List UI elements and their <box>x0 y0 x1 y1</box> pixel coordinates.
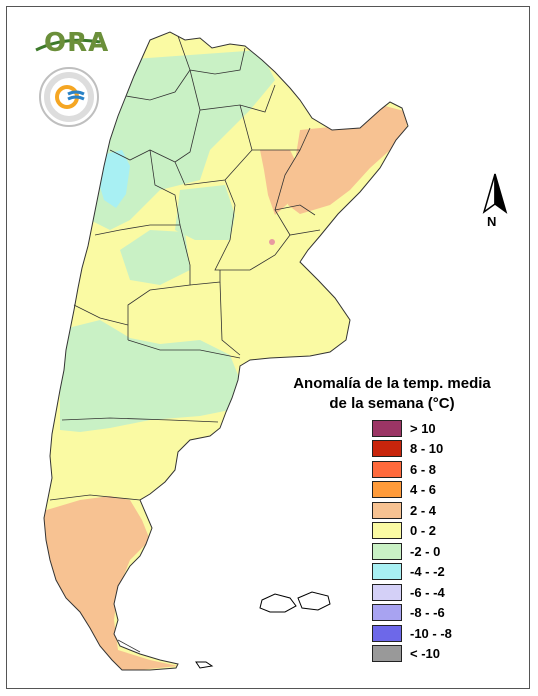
legend-item: -6 - -4 <box>372 582 452 603</box>
legend-item: 4 - 6 <box>372 480 452 501</box>
legend-item: -8 - -6 <box>372 603 452 624</box>
legend-swatch <box>372 522 402 540</box>
legend-label: -2 - 0 <box>410 543 441 559</box>
legend-swatch <box>372 563 402 581</box>
legend-item: 8 - 10 <box>372 439 452 460</box>
legend-swatch <box>372 583 402 601</box>
legend-swatch <box>372 542 402 560</box>
legend-item: -10 - -8 <box>372 623 452 644</box>
legend-label: 6 - 8 <box>410 461 437 477</box>
zone-cool-cuyo <box>120 230 190 285</box>
legend-label: -4 - -2 <box>410 564 445 580</box>
legend-items: > 10 8 - 10 6 - 8 4 - 6 2 - 4 0 - 2 -2 - 0 -4 -… <box>372 418 452 664</box>
isla-estados <box>195 661 214 669</box>
legend-label: 2 - 4 <box>410 502 437 518</box>
zone-warm-ne <box>288 106 408 214</box>
legend-swatch <box>372 481 402 499</box>
province-borders <box>43 31 409 671</box>
zone-cool-center <box>175 185 235 240</box>
legend-item: 6 - 8 <box>372 459 452 480</box>
north-label: N <box>487 214 497 229</box>
legend-swatch <box>372 645 402 663</box>
legend-item: > 10 <box>372 418 452 439</box>
legend-item: < -10 <box>372 644 452 665</box>
legend-label: > 10 <box>410 420 436 436</box>
legend-label: -6 - -4 <box>410 584 445 600</box>
legend-title-line2: de la semana (°C) <box>329 395 455 412</box>
legend-swatch <box>372 460 402 478</box>
legend-label: -8 - -6 <box>410 605 445 621</box>
legend-item: -4 - -2 <box>372 562 452 583</box>
legend-item: 0 - 2 <box>372 521 452 542</box>
legend-swatch <box>372 624 402 642</box>
legend-swatch <box>372 604 402 622</box>
legend: Anomalía de la temp. media de la semana … <box>292 374 492 663</box>
legend-label: 8 - 10 <box>410 441 444 457</box>
legend-swatch <box>372 501 402 519</box>
legend-swatch <box>372 440 402 458</box>
legend-item: -2 - 0 <box>372 541 452 562</box>
ora-swoosh-icon <box>35 38 101 52</box>
zone-warm-south <box>44 496 178 670</box>
ora-logo: ORA <box>44 28 110 58</box>
smn-seal-icon <box>39 67 99 127</box>
legend-item: 2 - 4 <box>372 500 452 521</box>
zone-hot-spot <box>269 239 275 245</box>
legend-label: 4 - 6 <box>410 482 437 498</box>
north-arrow-icon <box>482 173 508 214</box>
legend-label: 0 - 2 <box>410 523 437 539</box>
malvinas-islands <box>259 591 331 613</box>
legend-title-line1: Anomalía de la temp. media <box>293 375 491 392</box>
legend-label: -10 - -8 <box>410 625 452 641</box>
zone-cool-north <box>90 50 275 230</box>
legend-swatch <box>372 419 402 437</box>
zone-cold <box>98 150 130 208</box>
legend-label: < -10 <box>410 646 440 662</box>
zone-cool-patagonia-north <box>60 320 240 432</box>
